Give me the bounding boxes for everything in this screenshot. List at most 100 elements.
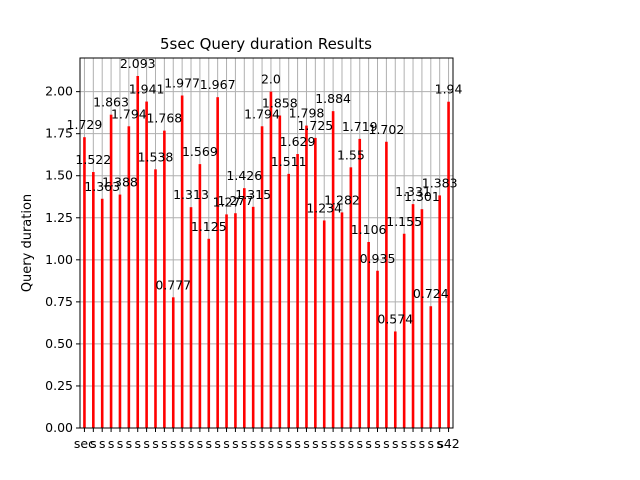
bar (429, 306, 433, 428)
x-tick-label: s (143, 436, 150, 451)
x-tick-label: s (374, 436, 381, 451)
bar (136, 75, 140, 428)
y-tick-label: 1.50 (45, 168, 73, 183)
value-label: 1.313 (173, 187, 209, 202)
bar (163, 130, 166, 428)
x-tick-label: s (428, 436, 435, 451)
y-tick-label: 1.25 (45, 210, 73, 225)
value-label: 1.702 (368, 122, 404, 137)
x-tick-label: s (356, 436, 363, 451)
value-label: 1.27 (213, 194, 241, 209)
x-tick-label: s (179, 436, 186, 451)
value-label: 1.884 (315, 91, 351, 106)
x-tick-label: s (277, 436, 284, 451)
x-tick-label: s (348, 436, 355, 451)
y-tick-label: 1.75 (45, 126, 73, 141)
x-tick-label: s (436, 436, 443, 451)
bar (127, 126, 131, 429)
bar (358, 138, 362, 429)
value-label: 1.729 (67, 117, 103, 132)
y-axis-label: Query duration (20, 194, 35, 292)
y-tick-label: 2.00 (45, 84, 73, 99)
value-label: 1.277 (218, 193, 254, 208)
x-tick-label: s (401, 436, 408, 451)
value-label: 1.155 (386, 214, 422, 229)
x-tick-label: s (410, 436, 417, 451)
value-label: 1.522 (75, 152, 111, 167)
bar (216, 97, 219, 428)
x-tick-label: s (170, 436, 177, 451)
value-label: 1.967 (200, 77, 236, 92)
bar (100, 198, 104, 428)
value-label: 2.0 (261, 72, 281, 87)
y-tick-label: 0.50 (45, 336, 73, 351)
x-tick-label: s (108, 436, 115, 451)
value-label: 1.719 (342, 119, 378, 134)
x-tick-label: s (161, 436, 168, 451)
value-label: 1.511 (271, 154, 307, 169)
x-tick-label: s42 (437, 436, 459, 451)
x-tick-label: s (152, 436, 159, 451)
bar (171, 297, 175, 428)
bar (287, 173, 291, 428)
value-label: 1.301 (404, 189, 440, 204)
bar (438, 195, 441, 428)
bar (367, 241, 370, 428)
y-tick-label: 0.00 (45, 420, 73, 435)
value-label: 1.768 (146, 111, 182, 126)
bar (305, 125, 308, 428)
bar (180, 95, 184, 428)
x-tick-label: s (99, 436, 106, 451)
value-label: 1.977 (164, 76, 200, 91)
bar (225, 214, 228, 428)
plot-frame (79, 57, 454, 429)
bar (314, 137, 317, 429)
bar (234, 213, 237, 428)
y-tick-label: 0.25 (45, 378, 73, 393)
bar (385, 141, 388, 428)
x-tick-label: s (330, 436, 337, 451)
value-label: 1.234 (306, 200, 342, 215)
x-tick-label: s (294, 436, 301, 451)
chart-title: 5sec Query duration Results (160, 35, 372, 53)
x-tick-label: s (339, 436, 346, 451)
x-tick-label: s (303, 436, 310, 451)
x-tick-label: s (214, 436, 221, 451)
y-tick-label: 0.75 (45, 294, 73, 309)
value-label: 1.858 (262, 96, 298, 111)
value-label: 1.941 (129, 82, 165, 97)
bar (393, 331, 397, 428)
bar (278, 115, 282, 428)
value-label: 1.725 (297, 118, 333, 133)
value-label: 1.106 (351, 222, 387, 237)
bar (189, 207, 193, 428)
value-label: 1.331 (395, 184, 431, 199)
bar (420, 209, 424, 428)
x-tick-label: s (285, 436, 292, 451)
x-tick-label: s (250, 436, 257, 451)
y-ticks: 0.00 0.25 0.50 0.75 1.00 1.25 1.50 1.75 2.00 (45, 84, 80, 435)
bar (269, 91, 273, 429)
value-label: 0.574 (377, 311, 413, 326)
bar (198, 164, 202, 428)
value-label: 1.794 (111, 106, 147, 121)
value-label: 1.315 (235, 187, 271, 202)
bar (349, 167, 353, 428)
x-tick-label: s (117, 436, 124, 451)
value-label: 1.363 (84, 179, 120, 194)
value-label: 1.629 (280, 134, 316, 149)
value-label: 1.426 (226, 168, 262, 183)
bar (242, 188, 246, 428)
bar (322, 220, 326, 428)
bar (376, 270, 379, 428)
value-label: 1.55 (337, 147, 365, 162)
bars-layer (83, 75, 450, 429)
bar (260, 126, 264, 429)
bar (340, 212, 344, 428)
value-label: 1.569 (182, 144, 218, 159)
bar (296, 154, 299, 429)
bar (207, 238, 211, 428)
